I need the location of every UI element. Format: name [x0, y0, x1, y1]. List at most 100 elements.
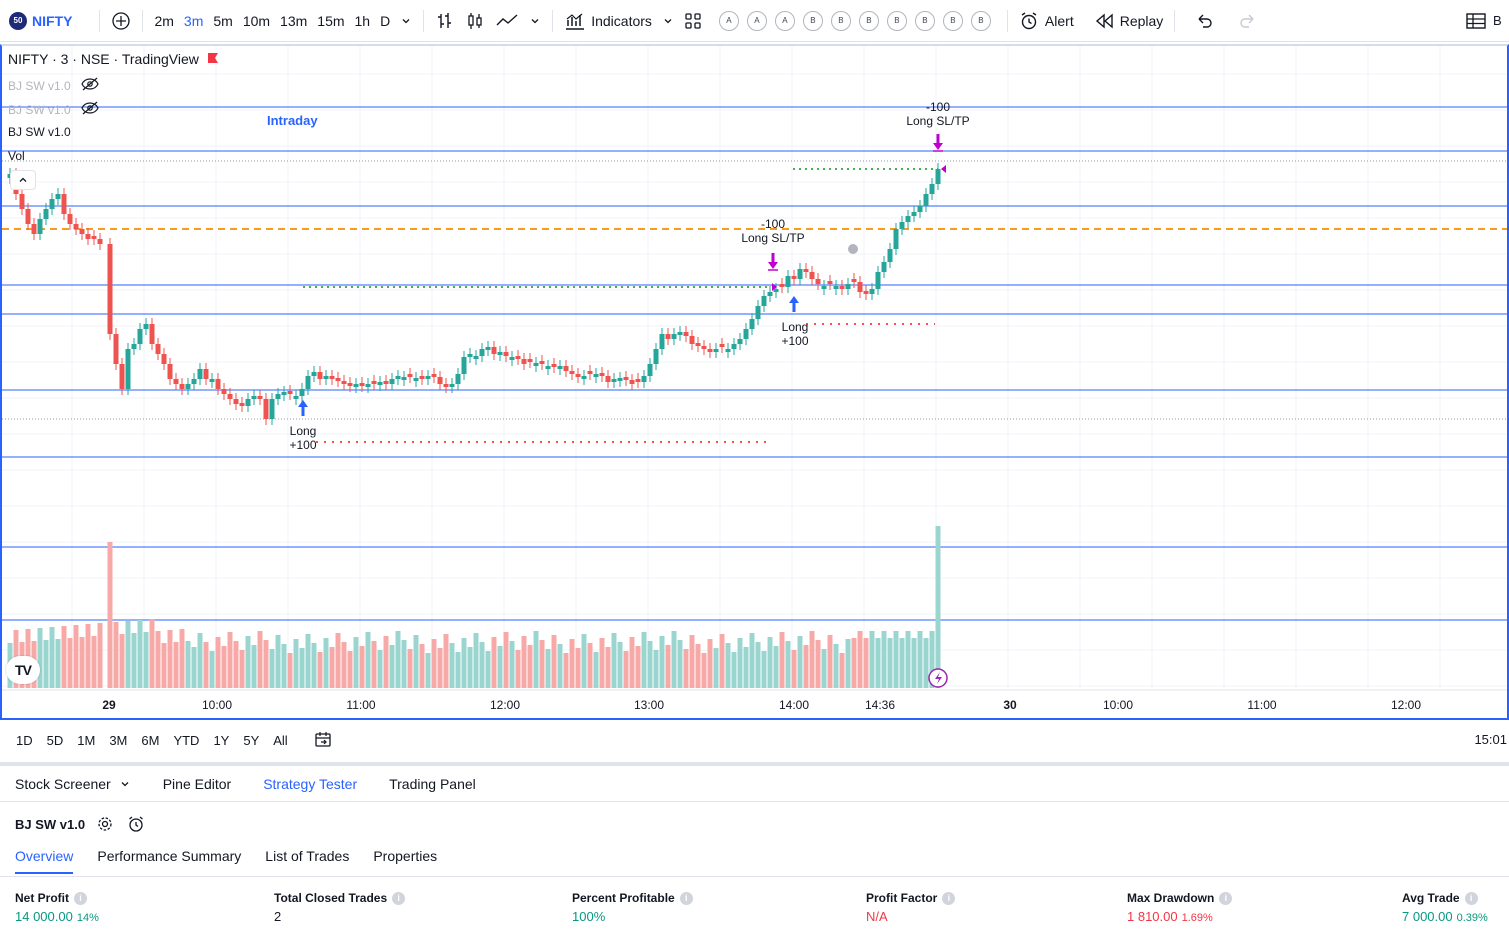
strategy-name[interactable]: BJ SW v1.0: [15, 816, 86, 832]
line-style-button[interactable]: [490, 7, 524, 35]
symbol-search[interactable]: 50 NIFTY: [4, 7, 77, 35]
legend-study-2[interactable]: BJ SW v1.0: [8, 101, 99, 118]
settings-gear-icon[interactable]: [97, 816, 113, 832]
timeframe-3m[interactable]: 3m: [183, 12, 204, 29]
timeframe-10m[interactable]: 10m: [242, 12, 271, 29]
layout-letter-button[interactable]: A: [746, 10, 767, 31]
layout-letter-button[interactable]: B: [914, 10, 935, 31]
candle-style-button[interactable]: [460, 7, 490, 35]
range-1m[interactable]: 1M: [77, 732, 96, 748]
redo-button[interactable]: [1233, 7, 1263, 35]
candle-body: [905, 216, 911, 222]
eye-hidden-icon[interactable]: [81, 77, 99, 94]
replay-button[interactable]: Replay: [1089, 7, 1169, 35]
timeframe-13m[interactable]: 13m: [280, 12, 308, 29]
candle-body: [37, 219, 43, 234]
replay-label: Replay: [1119, 12, 1164, 29]
timeframe-5m[interactable]: 5m: [213, 12, 233, 29]
panel-divider: [0, 876, 1509, 877]
subtab-properties[interactable]: Properties: [373, 848, 438, 864]
watchlist-button[interactable]: B: [1460, 7, 1507, 35]
range-all[interactable]: All: [273, 732, 288, 748]
chart-type-dropdown[interactable]: [524, 7, 546, 35]
volume-bar: [515, 650, 521, 688]
metric-value: 100%: [572, 909, 606, 924]
timeframe-15m[interactable]: 15m: [317, 12, 345, 29]
candle-body: [653, 349, 659, 364]
timeframe-1h[interactable]: 1h: [354, 12, 371, 29]
subtab-list-of-trades[interactable]: List of Trades: [265, 848, 350, 864]
tab-pine-editor[interactable]: Pine Editor: [162, 775, 232, 792]
info-icon[interactable]: i: [1219, 891, 1233, 905]
layout-letter-button[interactable]: B: [886, 10, 907, 31]
add-alert-icon[interactable]: [127, 815, 145, 833]
tab-stock-screener[interactable]: Stock Screener: [15, 776, 131, 792]
layout-letter-button[interactable]: A: [774, 10, 795, 31]
flag-icon[interactable]: [207, 52, 219, 67]
volume-bar: [671, 631, 677, 688]
candle-body: [119, 364, 125, 389]
candle-body: [19, 194, 25, 209]
tab-strategy-tester[interactable]: Strategy Tester: [263, 775, 358, 792]
range-1d[interactable]: 1D: [16, 732, 33, 748]
timeframe-2m[interactable]: 2m: [154, 12, 174, 29]
layout-grid-button[interactable]: [679, 7, 707, 35]
info-icon[interactable]: i: [392, 891, 406, 905]
chevron-up-icon: [19, 177, 27, 182]
metric-value: 7 000.00: [1402, 909, 1453, 924]
layout-letter-button[interactable]: B: [858, 10, 879, 31]
layout-letter-button[interactable]: A: [718, 10, 739, 31]
bar-style-button[interactable]: [430, 7, 460, 35]
volume-bar: [49, 627, 55, 688]
info-icon[interactable]: i: [679, 891, 693, 905]
tradingview-logo[interactable]: TV: [6, 656, 40, 684]
undo-button[interactable]: [1189, 7, 1219, 35]
eye-hidden-icon[interactable]: [81, 101, 99, 118]
volume-bar: [593, 652, 599, 688]
candle-body: [857, 282, 863, 292]
volume-bar: [91, 636, 97, 688]
layout-letter-button[interactable]: B: [830, 10, 851, 31]
subtab-performance-summary[interactable]: Performance Summary: [97, 848, 242, 864]
info-icon[interactable]: i: [1464, 891, 1478, 905]
legend-study-3[interactable]: BJ SW v1.0: [8, 125, 71, 139]
candle-body: [755, 306, 761, 319]
candle-body: [875, 272, 881, 289]
candle-body: [617, 378, 623, 381]
info-icon[interactable]: i: [942, 891, 956, 905]
layout-letter-button[interactable]: B: [970, 10, 991, 31]
indicators-dropdown[interactable]: [657, 7, 679, 35]
volume-bar: [425, 653, 431, 688]
timeframe-dropdown[interactable]: [395, 7, 417, 35]
layout-letter-button[interactable]: B: [942, 10, 963, 31]
legend-title-row[interactable]: NIFTY · 3 · NSE · TradingView: [8, 51, 219, 67]
legend-vol[interactable]: Vol: [8, 149, 25, 163]
range-1y[interactable]: 1Y: [213, 732, 230, 748]
range-6m[interactable]: 6M: [141, 732, 160, 748]
tab-trading-panel[interactable]: Trading Panel: [389, 775, 476, 792]
collapse-legend-button[interactable]: [10, 170, 36, 190]
indicators-button[interactable]: Indicators: [559, 7, 657, 35]
volume-bar: [491, 637, 497, 688]
range-ytd[interactable]: YTD: [173, 732, 200, 748]
goto-date-button[interactable]: [313, 731, 333, 749]
compare-add-button[interactable]: [106, 7, 136, 35]
price-chart[interactable]: 29 10:00 11:00 12:00 13:00 14:00 14:36 30 10:00 1…: [0, 44, 1509, 720]
clock-time[interactable]: 15:01: [1474, 732, 1507, 747]
long-entry-arrow-2: [789, 296, 799, 312]
alert-button[interactable]: Alert: [1014, 7, 1079, 35]
candle-body: [827, 281, 833, 284]
timeframe-d[interactable]: D: [380, 12, 391, 29]
range-3m[interactable]: 3M: [109, 732, 128, 748]
range-5d[interactable]: 5D: [46, 732, 64, 748]
subtab-overview[interactable]: Overview: [15, 848, 74, 874]
candle-body: [317, 372, 323, 379]
info-icon[interactable]: i: [74, 891, 87, 905]
legend-study-1[interactable]: BJ SW v1.0: [8, 77, 99, 94]
candle-body: [395, 376, 401, 379]
range-5y[interactable]: 5Y: [243, 732, 260, 748]
volume-bar: [257, 631, 263, 688]
volume-bar: [79, 637, 85, 688]
volume-bar: [929, 631, 935, 688]
layout-letter-button[interactable]: B: [802, 10, 823, 31]
